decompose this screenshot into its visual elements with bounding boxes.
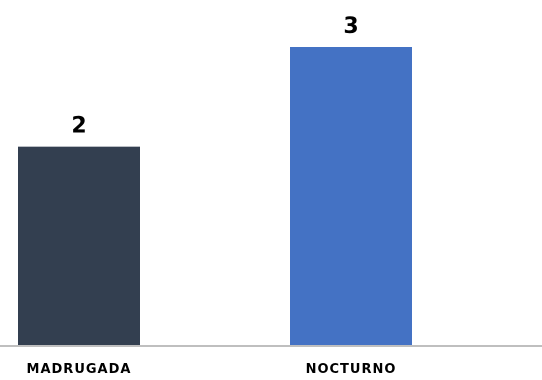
category-label-madrugada: MADRUGADA	[27, 362, 132, 377]
bar-madrugada	[18, 146, 140, 346]
data-label-nocturno: 3	[343, 14, 358, 39]
bars-layer	[18, 47, 412, 346]
category-label-nocturno: NOCTURNO	[306, 362, 397, 377]
bar-nocturno	[290, 47, 412, 346]
data-label-madrugada: 2	[71, 114, 86, 139]
labels-layer: 2 MADRUGADA 3 NOCTURNO	[27, 14, 397, 377]
